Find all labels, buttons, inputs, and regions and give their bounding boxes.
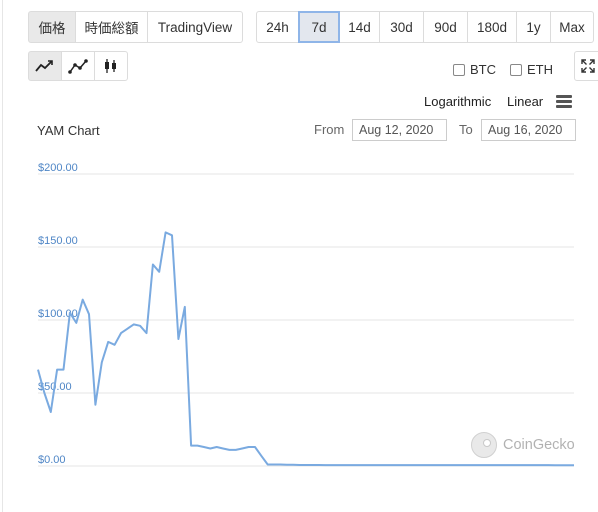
from-label: From xyxy=(314,122,345,137)
from-date-input[interactable]: Aug 12, 2020 xyxy=(352,119,447,141)
watermark-text: CoinGecko xyxy=(503,437,575,453)
tab-market-cap[interactable]: 時価総額 xyxy=(75,11,148,43)
range-90d[interactable]: 90d xyxy=(423,11,468,43)
btc-label: BTC xyxy=(470,62,496,77)
panel-border xyxy=(2,0,3,512)
range-30d[interactable]: 30d xyxy=(379,11,424,43)
line-with-markers-icon xyxy=(68,59,88,74)
y-tick-label: $0.00 xyxy=(38,454,66,466)
line-chart-button[interactable] xyxy=(28,51,62,81)
fullscreen-button[interactable] xyxy=(574,51,598,81)
line-chart-icon xyxy=(35,60,53,72)
chart-type-tabs xyxy=(28,51,128,83)
range-tabs: 24h 7d 14d 30d 90d 180d 1y Max xyxy=(256,11,594,43)
price-series-line xyxy=(37,231,574,467)
candlestick-button[interactable] xyxy=(94,51,128,81)
range-24h[interactable]: 24h xyxy=(256,11,299,43)
coingecko-watermark: CoinGecko xyxy=(471,432,575,458)
compare-btc[interactable]: BTC xyxy=(453,62,496,77)
y-tick-label: $100.00 xyxy=(38,308,78,320)
y-tick-label: $200.00 xyxy=(38,162,78,174)
compare-eth[interactable]: ETH xyxy=(510,62,553,77)
y-tick-label: $150.00 xyxy=(38,235,78,247)
chart-title: YAM Chart xyxy=(37,123,100,138)
tab-tradingview[interactable]: TradingView xyxy=(147,11,243,43)
range-180d[interactable]: 180d xyxy=(467,11,517,43)
view-tabs: 価格 時価総額 TradingView xyxy=(28,11,243,43)
to-date-input[interactable]: Aug 16, 2020 xyxy=(481,119,576,141)
to-label: To xyxy=(459,122,473,137)
tab-price[interactable]: 価格 xyxy=(28,11,76,43)
eth-checkbox[interactable] xyxy=(510,63,522,76)
range-max[interactable]: Max xyxy=(550,11,594,43)
btc-checkbox[interactable] xyxy=(453,63,465,76)
eth-label: ETH xyxy=(527,62,553,77)
candlestick-icon xyxy=(105,59,116,73)
expand-icon xyxy=(581,59,595,73)
range-14d[interactable]: 14d xyxy=(339,11,380,43)
logarithmic-scale-link[interactable]: Logarithmic xyxy=(424,94,492,109)
coingecko-logo-icon xyxy=(471,432,497,458)
linear-scale-link[interactable]: Linear xyxy=(507,94,544,109)
hamburger-menu-icon[interactable] xyxy=(556,95,572,108)
range-7d[interactable]: 7d xyxy=(298,11,340,43)
range-1y[interactable]: 1y xyxy=(516,11,551,43)
line-markers-button[interactable] xyxy=(61,51,95,81)
price-chart: $0.00$50.00$100.00$150.00$200.00 xyxy=(37,162,574,467)
